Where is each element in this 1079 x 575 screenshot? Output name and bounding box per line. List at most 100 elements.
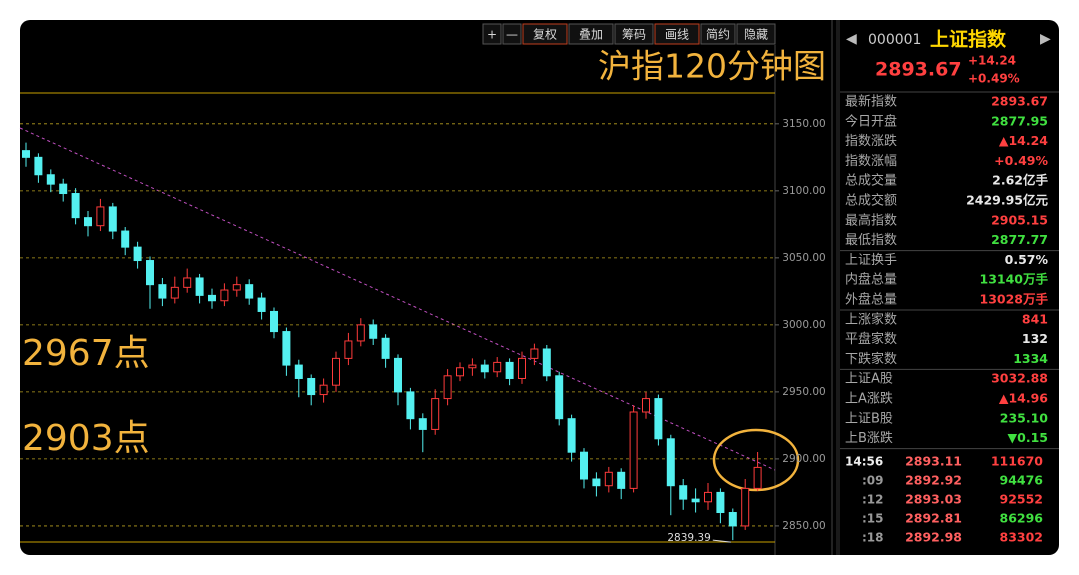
candle-body bbox=[604, 471, 613, 487]
toolbar-button[interactable] bbox=[700, 23, 736, 45]
toolbar-label[interactable]: 复权 bbox=[533, 28, 557, 42]
candle-body bbox=[121, 230, 130, 248]
candle-body bbox=[716, 491, 725, 514]
candle-body bbox=[146, 260, 154, 286]
stat-value: 2877.77 bbox=[991, 232, 1048, 247]
tick-price: 2893.11 bbox=[905, 454, 962, 469]
candle-body bbox=[456, 367, 464, 377]
stat-label: 平盘家数 bbox=[845, 331, 897, 347]
stat-value: 1334 bbox=[1013, 351, 1048, 366]
y-tick-label: 2850.00 bbox=[782, 520, 825, 532]
candle-body bbox=[580, 451, 588, 480]
stat-value: 3032.88 bbox=[991, 371, 1048, 386]
price-change: +14.24 bbox=[968, 54, 1016, 68]
candle-body bbox=[84, 217, 92, 227]
stat-label: 最新指数 bbox=[845, 94, 897, 110]
tick-time: :09 bbox=[862, 474, 884, 488]
candle-body bbox=[158, 284, 167, 299]
stat-value: 132 bbox=[1022, 331, 1048, 346]
toolbar-button[interactable] bbox=[522, 23, 568, 45]
stat-label: 总成交量 bbox=[845, 173, 897, 189]
candle-body bbox=[480, 364, 489, 373]
candle-body bbox=[34, 156, 43, 176]
candle-body bbox=[344, 340, 353, 359]
candle-body bbox=[629, 411, 638, 489]
toolbar-button[interactable] bbox=[482, 23, 502, 45]
highlight-circle bbox=[712, 428, 800, 492]
candle-body bbox=[257, 297, 266, 312]
candle-body bbox=[592, 478, 601, 487]
y-tick-label: 3150.00 bbox=[782, 118, 825, 130]
stat-label: 今日开盘 bbox=[845, 113, 897, 129]
tick-price: 2893.03 bbox=[905, 492, 962, 507]
y-tick-label: 3050.00 bbox=[782, 252, 825, 264]
candle-body bbox=[294, 364, 303, 379]
toolbar-label[interactable]: 隐藏 bbox=[744, 28, 768, 42]
candle-body bbox=[679, 485, 688, 500]
tick-volume: 83302 bbox=[1000, 530, 1044, 545]
candle-body bbox=[133, 246, 142, 262]
toolbar-label[interactable]: — bbox=[506, 28, 518, 42]
annotation: 2903点 bbox=[22, 418, 150, 459]
stat-value: ▲14.24 bbox=[999, 133, 1048, 148]
stat-value: 2905.15 bbox=[991, 212, 1048, 227]
trend-line bbox=[19, 127, 776, 471]
toolbar-button[interactable] bbox=[614, 23, 654, 45]
candle-body bbox=[542, 348, 551, 377]
stat-label: 上证B股 bbox=[845, 411, 893, 426]
tick-price: 2892.92 bbox=[905, 473, 962, 488]
toolbar-label[interactable]: 叠加 bbox=[579, 28, 603, 42]
tick-time: :18 bbox=[862, 531, 884, 545]
toolbar-label[interactable]: 画线 bbox=[665, 28, 689, 42]
stat-value: 2429.95亿元 bbox=[966, 193, 1048, 208]
candle-body bbox=[406, 391, 415, 420]
stat-label: 下跌家数 bbox=[845, 351, 897, 367]
toolbar-label[interactable]: 筹码 bbox=[622, 28, 646, 42]
candle-body bbox=[369, 324, 378, 339]
stat-label: 上A涨跌 bbox=[845, 391, 893, 407]
candle-body bbox=[753, 466, 762, 489]
candle-body bbox=[493, 361, 502, 373]
candle-body bbox=[59, 183, 68, 195]
stat-label: 最低指数 bbox=[845, 233, 897, 248]
candle-body bbox=[518, 357, 526, 379]
prev-arrow[interactable]: ◀ bbox=[846, 31, 857, 47]
stat-label: 外盘总量 bbox=[845, 292, 897, 308]
stat-value: 2.62亿手 bbox=[992, 173, 1048, 188]
toolbar-label[interactable]: 简约 bbox=[706, 27, 730, 42]
candle-body bbox=[418, 418, 427, 430]
y-tick-label: 2950.00 bbox=[782, 386, 825, 398]
toolbar-button[interactable] bbox=[568, 23, 614, 45]
splitter bbox=[836, 20, 840, 555]
candle-body bbox=[530, 348, 539, 359]
candle-body bbox=[394, 357, 402, 393]
tick-volume: 86296 bbox=[1000, 511, 1044, 526]
candle-body bbox=[282, 331, 291, 366]
y-tick-label: 2900.00 bbox=[782, 453, 825, 465]
candle-body bbox=[46, 174, 55, 185]
toolbar-button[interactable] bbox=[736, 23, 776, 45]
candle-body bbox=[270, 310, 278, 333]
y-tick-label: 3000.00 bbox=[782, 319, 825, 331]
stat-value: 13140万手 bbox=[980, 272, 1049, 287]
toolbar-button[interactable] bbox=[502, 23, 522, 45]
stat-value: 841 bbox=[1022, 311, 1048, 326]
stat-label: 指数涨幅 bbox=[845, 154, 897, 169]
stat-value: 2893.67 bbox=[991, 94, 1048, 109]
candle-body bbox=[195, 277, 204, 296]
tick-time: 14:56 bbox=[845, 455, 883, 469]
candle-body bbox=[71, 193, 80, 219]
next-arrow[interactable]: ▶ bbox=[1040, 31, 1051, 47]
candle-body bbox=[319, 384, 328, 396]
candle-body bbox=[468, 364, 477, 369]
last-price: 2893.67 bbox=[875, 59, 962, 81]
candle-body bbox=[356, 324, 365, 342]
toolbar-button[interactable] bbox=[654, 23, 700, 45]
annotation: 2967点 bbox=[22, 333, 150, 374]
candle-body bbox=[170, 286, 179, 299]
toolbar-label[interactable]: + bbox=[487, 28, 497, 42]
stat-label: 上证A股 bbox=[845, 372, 893, 387]
stock-name: 上证指数 bbox=[930, 28, 1007, 51]
stat-value: 235.10 bbox=[1000, 410, 1049, 425]
chart-title: 沪指120分钟图 bbox=[598, 47, 826, 86]
